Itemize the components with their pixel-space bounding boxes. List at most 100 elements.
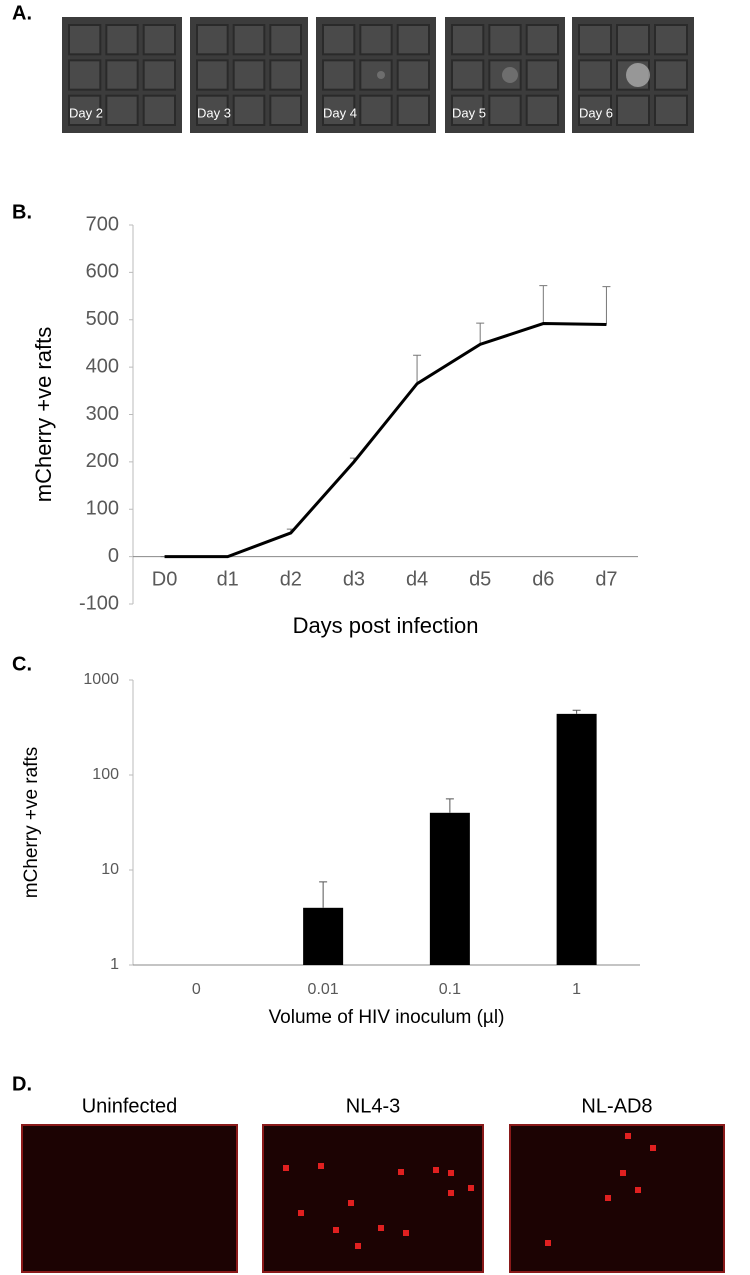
x-tick-label: 1 xyxy=(572,981,581,998)
well xyxy=(105,94,139,126)
well xyxy=(616,24,650,56)
spot xyxy=(433,1167,439,1173)
spot xyxy=(403,1230,409,1236)
well xyxy=(578,94,612,126)
error-bar xyxy=(476,322,485,345)
spot xyxy=(650,1145,656,1151)
image-title: Uninfected xyxy=(82,1095,178,1117)
well xyxy=(396,59,430,91)
well xyxy=(232,24,266,56)
x-tick-label: d3 xyxy=(343,568,365,590)
well xyxy=(269,59,303,91)
x-tick-label: D0 xyxy=(152,568,178,590)
well xyxy=(654,94,688,126)
x-tick-label: d7 xyxy=(595,568,617,590)
spot xyxy=(635,1187,641,1193)
spot xyxy=(318,1163,324,1169)
spot xyxy=(378,1225,384,1231)
x-tick-label: d2 xyxy=(280,568,302,590)
well xyxy=(269,94,303,126)
spot xyxy=(355,1243,361,1249)
well xyxy=(451,94,485,126)
x-tick-label: d6 xyxy=(532,568,554,590)
well xyxy=(359,59,393,91)
y-tick-label: 200 xyxy=(86,450,119,472)
y-tick-label: 700 xyxy=(86,213,119,235)
well xyxy=(322,24,356,56)
y-tick-label: 500 xyxy=(86,308,119,330)
well xyxy=(654,59,688,91)
well xyxy=(359,24,393,56)
well xyxy=(359,94,393,126)
bar xyxy=(556,713,597,965)
well xyxy=(488,94,522,126)
spot xyxy=(348,1200,354,1206)
spot xyxy=(468,1185,474,1191)
well xyxy=(525,94,560,126)
spot xyxy=(333,1227,339,1233)
error-bar xyxy=(602,286,611,325)
well xyxy=(142,94,177,126)
fluorescence-images: Uninfected NL4-3 NL-AD8 xyxy=(21,1095,725,1273)
y-tick-label: -100 xyxy=(79,592,119,614)
error-bar xyxy=(539,285,548,324)
y-tick-label: 10 xyxy=(101,861,119,878)
bar xyxy=(303,907,344,965)
x-axis-title: Volume of HIV inoculum (µl) xyxy=(269,1007,505,1028)
well xyxy=(525,59,560,91)
x-tick-label: d5 xyxy=(469,568,491,590)
well xyxy=(105,24,139,56)
error-bar xyxy=(413,354,422,384)
y-tick-label: 400 xyxy=(86,355,119,377)
x-tick-label: d4 xyxy=(406,568,428,590)
colony xyxy=(626,63,650,87)
spot xyxy=(620,1170,626,1176)
image-label: Day 3 xyxy=(197,105,231,120)
fluor-image xyxy=(21,1124,238,1273)
y-tick-label: 0 xyxy=(108,545,119,567)
y-tick-label: 100 xyxy=(92,766,119,783)
spot xyxy=(398,1169,404,1175)
well xyxy=(322,94,356,126)
image-title: NL-AD8 xyxy=(581,1095,652,1117)
spot xyxy=(448,1170,454,1176)
well xyxy=(196,59,229,91)
well xyxy=(654,24,688,56)
well xyxy=(196,94,229,126)
error-bar xyxy=(445,798,454,813)
well xyxy=(68,59,102,91)
panel-label: D. xyxy=(12,1073,32,1095)
x-tick-label: 0.1 xyxy=(439,981,461,998)
bar xyxy=(429,812,470,965)
spot xyxy=(625,1133,631,1139)
well xyxy=(68,94,102,126)
panel-label: C. xyxy=(12,653,32,675)
y-axis-title: mCherry +ve rafts xyxy=(21,747,42,899)
fluor-image xyxy=(509,1124,725,1273)
x-tick-label: d1 xyxy=(217,568,239,590)
well xyxy=(322,59,356,91)
well xyxy=(269,24,303,56)
y-tick-label: 300 xyxy=(86,403,119,425)
y-axis-title: mCherry +ve rafts xyxy=(31,327,56,502)
well xyxy=(68,24,102,56)
y-tick-label: 600 xyxy=(86,261,119,283)
spot xyxy=(545,1240,551,1246)
image-label: Day 2 xyxy=(69,105,103,120)
well xyxy=(142,59,177,91)
y-tick-label: 100 xyxy=(86,498,119,520)
image-label: Day 5 xyxy=(452,105,486,120)
spot xyxy=(605,1195,611,1201)
spot xyxy=(448,1190,454,1196)
well xyxy=(105,59,139,91)
well xyxy=(396,24,430,56)
spot xyxy=(283,1165,289,1171)
well xyxy=(232,59,266,91)
x-tick-label: 0 xyxy=(192,981,201,998)
well xyxy=(396,94,430,126)
well xyxy=(616,94,650,126)
spot xyxy=(298,1210,304,1216)
panel-label: A. xyxy=(12,2,32,24)
image-label: Day 4 xyxy=(323,105,357,120)
